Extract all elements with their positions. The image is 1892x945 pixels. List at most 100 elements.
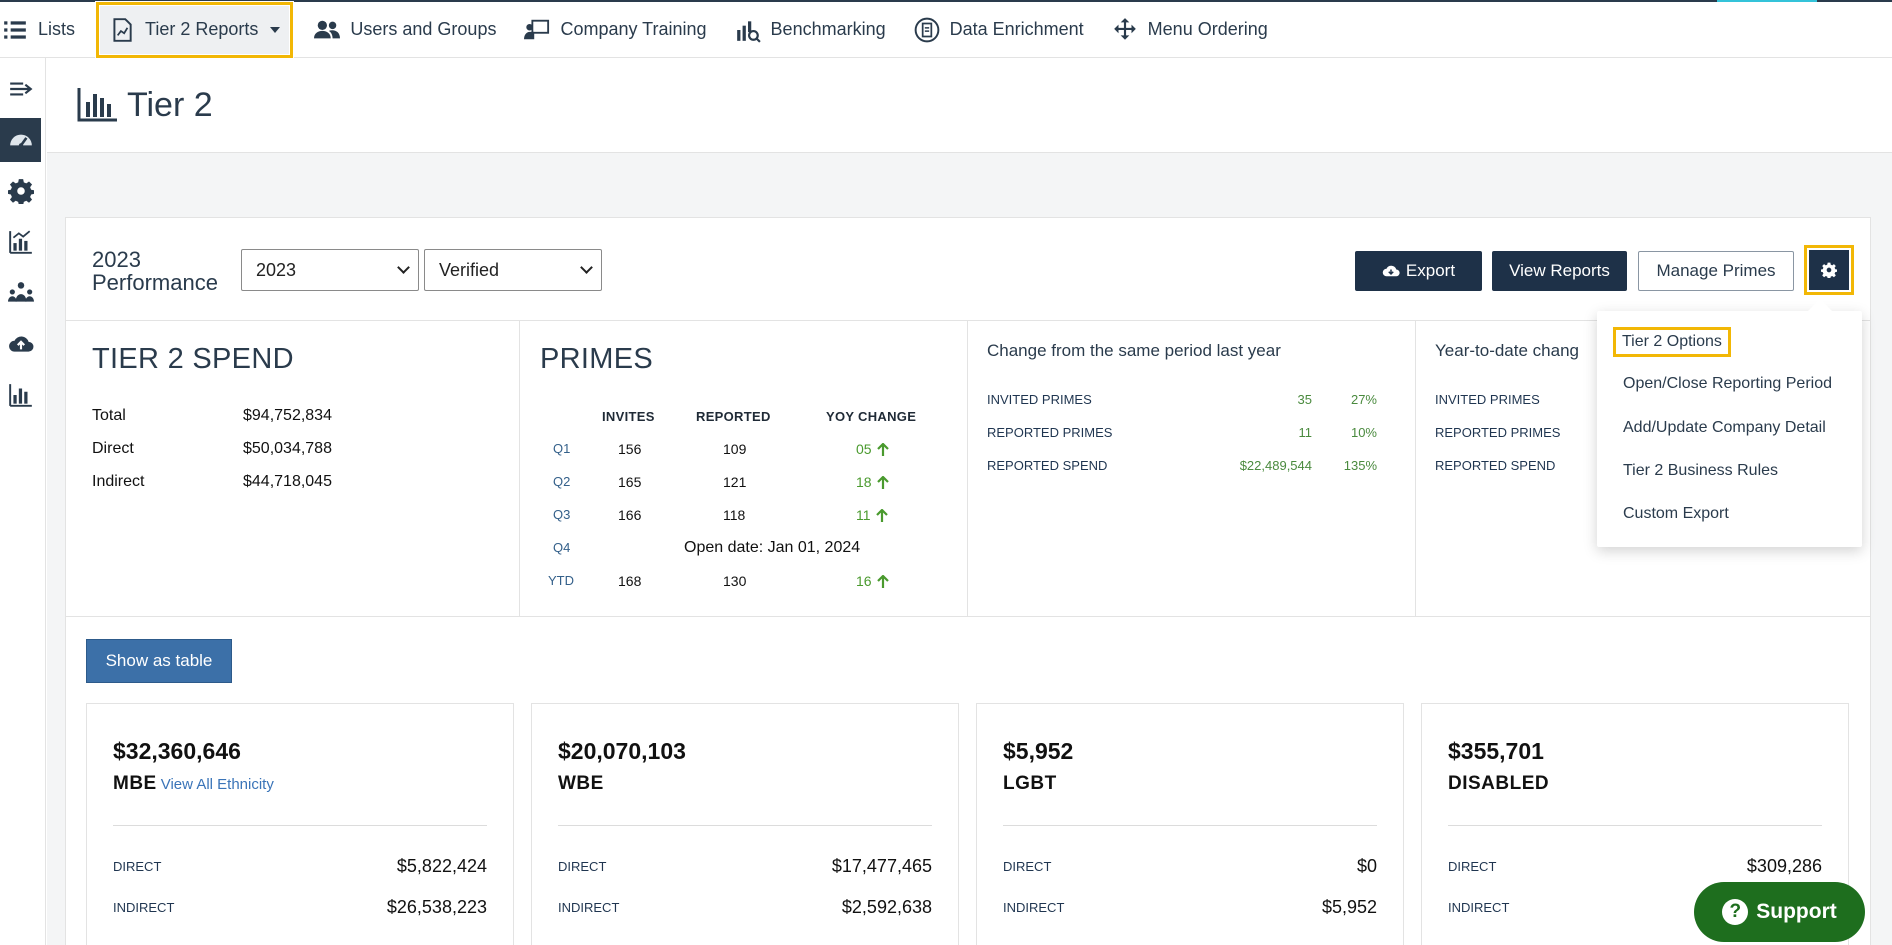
arrow-up-icon — [875, 509, 888, 523]
primes-table: INVITES REPORTED YOY CHANGE Q1 156 109 0… — [520, 321, 968, 616]
bar-chart-icon — [77, 88, 117, 122]
yoy-number: 16 — [856, 573, 872, 589]
show-as-table-button[interactable]: Show as table — [86, 639, 232, 683]
nav-menu-ordering[interactable]: Menu Ordering — [1098, 2, 1282, 58]
open-date-note: Open date: Jan 01, 2024 — [684, 539, 861, 556]
stats-row: TIER 2 SPEND Total $94,752,834 Direct $50,… — [66, 320, 1870, 617]
indirect-label: INDIRECT — [558, 900, 620, 915]
invites-value: 165 — [618, 474, 642, 490]
settings-button[interactable] — [1804, 245, 1854, 295]
sidebar-item-upload[interactable] — [0, 322, 41, 366]
menu-item-business-rules[interactable]: Tier 2 Business Rules — [1623, 462, 1779, 479]
sidebar — [0, 58, 46, 945]
performance-title: 2023 Performance — [92, 248, 218, 294]
indirect-value: $26,538,223 — [386, 897, 487, 917]
nav-lists-label: Lists — [38, 19, 76, 39]
category-card-wbe: $20,070,103 WBE DIRECT $17,477,465 INDIR… — [531, 703, 959, 945]
quarter-label: YTD — [548, 573, 574, 588]
card-category: LGBT — [1003, 773, 1057, 795]
spend-value: $44,718,045 — [243, 473, 332, 490]
sidebar-item-dashboard[interactable] — [0, 118, 41, 162]
performance-panel: 2023 Performance 2023 Verified Export Vi… — [65, 217, 1871, 945]
card-category-label: LGBT — [1003, 773, 1057, 794]
help-icon: ? — [1722, 899, 1749, 925]
change-label: REPORTED PRIMES — [987, 425, 1113, 440]
settings-button-inner — [1809, 250, 1849, 290]
menu-item-tier2-options[interactable]: Tier 2 Options — [1613, 327, 1731, 357]
ytd-title: Year-to-date chang — [1435, 341, 1579, 360]
quarter-label: Q3 — [553, 507, 571, 522]
page-header: Tier 2 — [47, 58, 1892, 153]
nav-lists[interactable]: Lists — [0, 2, 89, 58]
status-select[interactable]: Verified — [424, 249, 602, 291]
yoy-value: 05 — [856, 441, 890, 457]
year-select-value: 2023 — [256, 259, 297, 280]
card-category: MBE View All Ethnicity — [113, 773, 274, 795]
bar-chart-icon — [8, 384, 32, 407]
card-amount: $20,070,103 — [558, 738, 686, 764]
spend-label: Direct — [92, 440, 134, 457]
gear-icon — [7, 179, 34, 204]
view-all-ethnicity-link[interactable]: View All Ethnicity — [160, 776, 274, 793]
manage-primes-label: Manage Primes — [1656, 261, 1776, 280]
spend-value: $50,034,788 — [243, 440, 332, 457]
spend-title: TIER 2 SPEND — [92, 343, 294, 375]
sidebar-item-analytics[interactable] — [0, 373, 41, 417]
support-label: Support — [1756, 900, 1837, 923]
training-icon — [524, 19, 550, 39]
cloud-download-icon — [1382, 265, 1400, 277]
divider — [113, 825, 487, 826]
change-section: Change from the same period last year IN… — [968, 321, 1416, 616]
yoy-number: 11 — [856, 507, 871, 523]
indirect-label: INDIRECT — [1003, 900, 1065, 915]
support-button[interactable]: ? Support — [1694, 882, 1865, 942]
divider — [1448, 825, 1822, 826]
change-value: 35 — [1297, 392, 1312, 407]
view-reports-button[interactable]: View Reports — [1492, 251, 1627, 291]
divider — [558, 825, 932, 826]
menu-item-custom-export[interactable]: Custom Export — [1623, 505, 1729, 522]
manage-primes-button[interactable]: Manage Primes — [1638, 251, 1794, 291]
chevron-down-icon — [580, 261, 593, 274]
change-value: $22,489,544 — [1239, 458, 1312, 473]
nav-users-groups[interactable]: Users and Groups — [300, 2, 510, 58]
menu-item-company-detail[interactable]: Add/Update Company Detail — [1623, 419, 1826, 436]
invites-value: 168 — [618, 573, 642, 589]
report-chart-icon — [8, 230, 32, 254]
column-header: REPORTED — [696, 409, 771, 424]
nav-benchmarking[interactable]: Benchmarking — [721, 2, 900, 58]
change-value: 11 — [1298, 425, 1313, 440]
benchmark-icon — [736, 20, 761, 43]
menu-item-open-close-reporting[interactable]: Open/Close Reporting Period — [1623, 375, 1833, 392]
nav-data-enrichment[interactable]: Data Enrichment — [900, 2, 1098, 58]
spend-label: Indirect — [92, 473, 145, 490]
direct-label: DIRECT — [1003, 859, 1052, 874]
sidebar-item-network[interactable] — [0, 271, 41, 315]
tier2-spend-section: TIER 2 SPEND Total $94,752,834 Direct $50,… — [66, 321, 520, 616]
nav-tier2-reports[interactable]: Tier 2 Reports — [95, 0, 295, 59]
sidebar-expand[interactable] — [0, 67, 41, 111]
ytd-label: REPORTED SPEND — [1435, 458, 1556, 473]
year-select[interactable]: 2023 — [241, 249, 419, 291]
change-row: INVITED PRIMES 35 27% — [987, 392, 1397, 407]
arrow-up-icon — [876, 575, 889, 589]
spend-row-total: Total $94,752,834 — [92, 407, 332, 425]
sidebar-item-settings[interactable] — [0, 169, 41, 213]
move-icon — [1113, 17, 1136, 40]
spend-label: Total — [92, 407, 126, 424]
page-title: Tier 2 — [127, 85, 213, 124]
direct-label: DIRECT — [113, 859, 162, 874]
category-card-mbe: $32,360,646 MBE View All Ethnicity DIRECT… — [86, 703, 514, 945]
nav-company-training[interactable]: Company Training — [510, 2, 720, 58]
direct-value: $17,477,465 — [831, 856, 932, 876]
change-pct: 10% — [1350, 425, 1377, 440]
performance-year: 2023 — [92, 247, 141, 272]
ytd-section: Year-to-date chang INVITED PRIMES REPORT… — [1416, 321, 1870, 616]
spend-row-direct: Direct $50,034,788 — [92, 440, 332, 458]
indirect-label: INDIRECT — [1448, 900, 1510, 915]
export-button[interactable]: Export — [1355, 251, 1482, 291]
primes-section: PRIMES INVITES REPORTED YOY CHANGE Q1 15… — [520, 321, 968, 616]
sidebar-item-reports[interactable] — [0, 220, 41, 264]
dashboard-icon — [9, 134, 32, 148]
category-card-lgbt: $5,952 LGBT DIRECT $0 INDIRECT $5,952 — [976, 703, 1404, 945]
